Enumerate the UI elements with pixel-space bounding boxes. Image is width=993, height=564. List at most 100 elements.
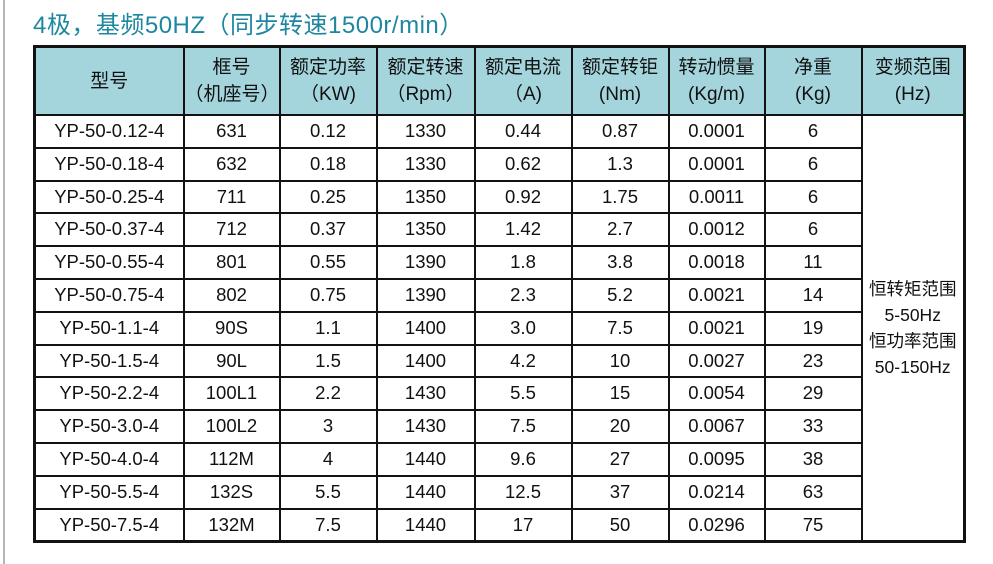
table-cell: 801 xyxy=(182,245,281,280)
table-cell: 4.2 xyxy=(473,343,573,379)
column-header-7: 转动惯量 (Kg/m) xyxy=(667,45,766,116)
table-cell: 50 xyxy=(570,507,670,543)
column-header-line1: 额定转速 xyxy=(387,57,464,78)
frequency-range-line: 恒转矩范围 xyxy=(869,279,957,300)
table-cell: 711 xyxy=(182,179,281,215)
column-header-line1: 变频范围 xyxy=(874,57,951,78)
table-cell: YP-50-0.18-4 xyxy=(33,146,185,182)
table-cell: 33 xyxy=(763,409,863,444)
page-edge-line xyxy=(3,0,5,564)
table-cell: 11 xyxy=(763,245,863,280)
table-cell: 5.5 xyxy=(278,474,378,510)
column-header-1: 型号 xyxy=(33,45,185,116)
table-cell: 27 xyxy=(570,441,670,477)
table-cell: 0.0011 xyxy=(667,179,766,215)
column-header-line2: (Hz) xyxy=(894,84,931,105)
table-cell: 1400 xyxy=(375,343,476,379)
table-row: YP-50-1.1-4 90S 1.1 1400 3.0 7.5 0.0021 19 xyxy=(33,310,965,346)
table-cell: 0.0001 xyxy=(667,114,766,149)
table-cell: 10 xyxy=(570,343,670,379)
table-cell: 802 xyxy=(182,277,281,313)
table-cell: 2.3 xyxy=(473,277,573,313)
table-cell: 0.0214 xyxy=(667,474,766,510)
table-row: YP-50-0.25-4 711 0.25 1350 0.92 1.75 0.0011 6 xyxy=(33,179,965,215)
table-cell: 12.5 xyxy=(473,474,573,510)
table-cell: 6 xyxy=(763,212,863,248)
motor-spec-table: 型号 框号 （机座号） 额定功率 （KW) 额定转速 （Rpm） 额定电流 （A) 额定转钜 (Nm… xyxy=(33,45,966,544)
table-cell: YP-50-2.2-4 xyxy=(33,376,185,412)
column-header-line1: 额定功率 xyxy=(289,57,366,78)
column-header-line2: （A) xyxy=(503,84,542,105)
table-cell: 5.2 xyxy=(570,277,670,313)
table-cell: 1440 xyxy=(375,507,476,543)
table-row: YP-50-3.0-4 100L2 3 1430 7.5 20 0.0067 33 xyxy=(33,409,965,444)
table-cell: 0.44 xyxy=(473,114,573,149)
table-cell: 63 xyxy=(763,474,863,510)
table-cell: YP-50-0.12-4 xyxy=(33,114,185,149)
table-cell: 112M xyxy=(182,441,281,477)
table-cell: 20 xyxy=(570,409,670,444)
table-cell: 0.0021 xyxy=(667,277,766,313)
table-cell: YP-50-3.0-4 xyxy=(33,409,185,444)
table-cell: 0.55 xyxy=(278,245,378,280)
table-row: YP-50-0.37-4 712 0.37 1350 1.42 2.7 0.0012 6 xyxy=(33,212,965,248)
column-header-line1: 额定转钜 xyxy=(581,57,658,78)
table-cell: 0.0018 xyxy=(667,245,766,280)
table-cell: YP-50-0.37-4 xyxy=(33,212,185,248)
table-cell: YP-50-4.0-4 xyxy=(33,441,185,477)
table-cell: 1330 xyxy=(375,146,476,182)
column-header-line1: 净重 xyxy=(793,57,832,78)
table-cell: 75 xyxy=(763,507,863,543)
table-row: YP-50-0.18-4 632 0.18 1330 0.62 1.3 0.0001 6 xyxy=(33,146,965,182)
table-cell: 0.62 xyxy=(473,146,573,182)
table-cell: 1330 xyxy=(375,114,476,149)
table-cell: 632 xyxy=(182,146,281,182)
table-cell: 1350 xyxy=(375,179,476,215)
table-cell: 7.5 xyxy=(278,507,378,543)
table-cell: YP-50-7.5-4 xyxy=(33,507,185,543)
table-cell: 19 xyxy=(763,310,863,346)
table-cell: 0.0296 xyxy=(667,507,766,543)
column-header-line2: (Kg/m) xyxy=(688,84,745,105)
table-cell: 1.42 xyxy=(473,212,573,248)
table-cell: 132M xyxy=(182,507,281,543)
table-row: YP-50-5.5-4 132S 5.5 1440 12.5 37 0.0214 63 xyxy=(33,474,965,510)
table-cell: 0.0001 xyxy=(667,146,766,182)
table-cell: 0.0021 xyxy=(667,310,766,346)
table-body: YP-50-0.12-4 631 0.12 1330 0.44 0.87 0.0001 6 恒转… xyxy=(33,114,966,543)
frequency-range-merged-cell: 恒转矩范围 5-50Hz 恒功率范围 50-150Hz xyxy=(860,114,966,543)
table-cell: 1.8 xyxy=(473,245,573,280)
table-cell: 1350 xyxy=(375,212,476,248)
table-header: 型号 框号 （机座号） 额定功率 （KW) 额定转速 （Rpm） 额定电流 （A) 额定转钜 (Nm… xyxy=(33,45,966,116)
table-row: YP-50-0.55-4 801 0.55 1390 1.8 3.8 0.0018 11 xyxy=(33,245,965,280)
column-header-5: 额定电流 （A) xyxy=(473,45,573,116)
table-cell: 0.87 xyxy=(570,114,670,149)
table-cell: 1.5 xyxy=(278,343,378,379)
page-title: 4极，基频50HZ（同步转速1500r/min） xyxy=(33,12,464,39)
table-cell: 29 xyxy=(763,376,863,412)
table-cell: YP-50-5.5-4 xyxy=(33,474,185,510)
table-cell: 0.25 xyxy=(278,179,378,215)
table-cell: 7.5 xyxy=(473,409,573,444)
column-header-2: 框号 （机座号） xyxy=(182,45,281,116)
table-cell: 23 xyxy=(763,343,863,379)
column-header-3: 额定功率 （KW) xyxy=(278,45,378,116)
table-cell: 9.6 xyxy=(473,441,573,477)
table-cell: 15 xyxy=(570,376,670,412)
table-cell: 0.37 xyxy=(278,212,378,248)
column-header-line1: 额定电流 xyxy=(484,57,561,78)
table-cell: 1440 xyxy=(375,441,476,477)
table-row: YP-50-0.75-4 802 0.75 1390 2.3 5.2 0.0021 14 xyxy=(33,277,965,313)
table-cell: 1430 xyxy=(375,409,476,444)
column-header-line2: （KW) xyxy=(300,84,356,105)
column-header-line2: (Kg) xyxy=(795,84,831,105)
table-cell: 1.3 xyxy=(570,146,670,182)
table-cell: 1430 xyxy=(375,376,476,412)
table-cell: 3.0 xyxy=(473,310,573,346)
table-cell: 37 xyxy=(570,474,670,510)
column-header-9: 变频范围 (Hz) xyxy=(860,45,966,116)
table-cell: 0.18 xyxy=(278,146,378,182)
table-cell: 0.0012 xyxy=(667,212,766,248)
column-header-line2: （Rpm） xyxy=(386,84,465,105)
column-header-line1: 框号 xyxy=(212,57,251,78)
